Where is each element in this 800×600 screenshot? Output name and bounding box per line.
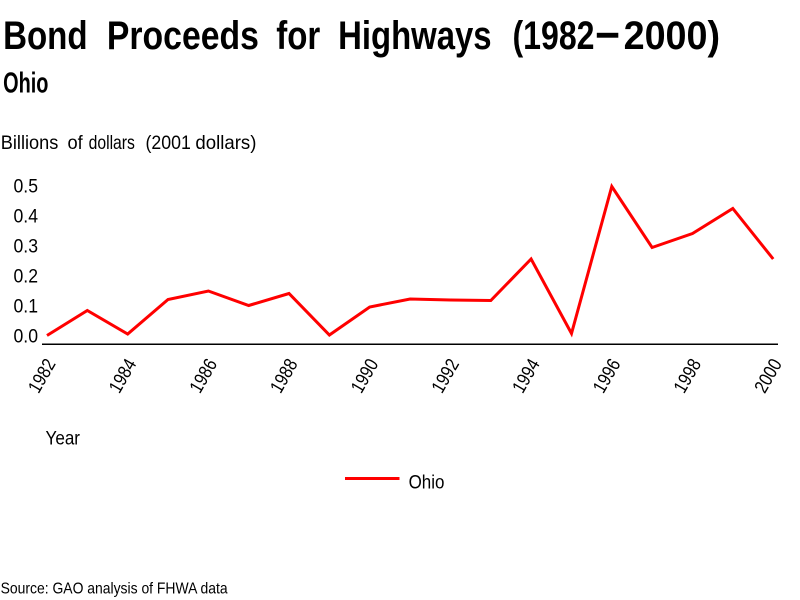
svg-text:0.4: 0.4 [14, 207, 39, 228]
svg-text:Highways: Highways [338, 14, 492, 58]
svg-text:0.1: 0.1 [14, 297, 39, 318]
svg-text:0.3: 0.3 [14, 237, 39, 258]
svg-text:1996: 1996 [589, 356, 625, 397]
svg-text:Ohio: Ohio [3, 68, 48, 100]
svg-text:(2001: (2001 [146, 132, 191, 154]
svg-text:Ohio: Ohio [409, 472, 445, 493]
svg-text:0.5: 0.5 [14, 177, 39, 198]
svg-text:Proceeds: Proceeds [107, 14, 259, 58]
svg-text:for: for [276, 14, 320, 58]
svg-text:dollars: dollars [89, 132, 135, 154]
svg-text:of: of [68, 132, 84, 154]
svg-text:1994: 1994 [509, 355, 545, 397]
svg-text:1990: 1990 [347, 356, 383, 397]
svg-text:dollars): dollars) [195, 132, 256, 154]
svg-text:Year: Year [46, 428, 81, 450]
svg-text:1988: 1988 [267, 356, 303, 397]
svg-text:1992: 1992 [428, 356, 464, 397]
svg-text:2000: 2000 [751, 356, 787, 397]
svg-text:Source: GAO analysis of FHWA d: Source: GAO analysis of FHWA data [1, 581, 228, 598]
svg-text:1998: 1998 [670, 356, 706, 397]
svg-text:Billions: Billions [1, 132, 59, 154]
svg-text:0.2: 0.2 [14, 267, 39, 288]
svg-text:1982: 1982 [25, 356, 61, 397]
svg-text:2000): 2000) [624, 14, 721, 58]
svg-text:1986: 1986 [186, 356, 222, 397]
svg-text:Bond: Bond [3, 14, 88, 58]
svg-text:1984: 1984 [105, 355, 141, 397]
svg-text:(1982: (1982 [513, 14, 595, 58]
svg-text:0.0: 0.0 [14, 327, 39, 348]
